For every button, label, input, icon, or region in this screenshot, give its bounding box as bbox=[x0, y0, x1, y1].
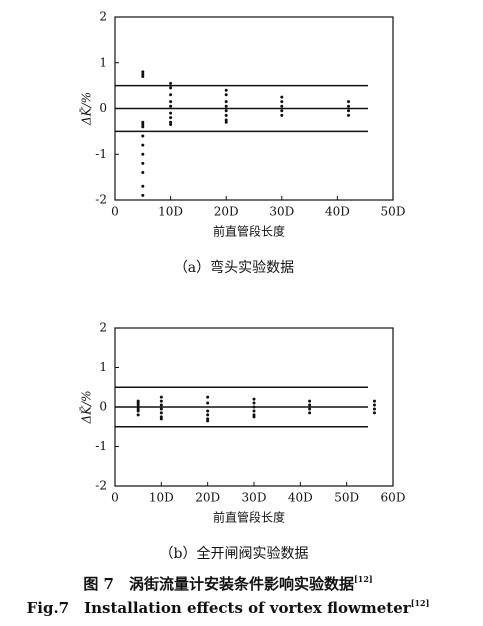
data-point bbox=[141, 171, 145, 175]
data-point bbox=[141, 70, 145, 74]
data-point bbox=[280, 109, 284, 113]
x-axis-label: 前直管段长度 bbox=[213, 510, 285, 525]
data-point bbox=[224, 100, 228, 104]
caption-en: Fig.7 Installation effects of vortex flo… bbox=[27, 598, 430, 617]
y-tick-label: 2 bbox=[99, 321, 107, 335]
data-point bbox=[159, 403, 163, 407]
data-point bbox=[159, 395, 163, 399]
data-point bbox=[159, 411, 163, 415]
data-point bbox=[169, 120, 173, 124]
data-point bbox=[141, 134, 145, 138]
data-point bbox=[224, 113, 228, 117]
x-tick-label: 10D bbox=[158, 205, 183, 219]
data-point bbox=[224, 120, 228, 124]
subtitle: （b）全开闸阀实验数据 bbox=[160, 545, 309, 562]
data-point bbox=[308, 403, 312, 407]
data-point bbox=[136, 409, 140, 413]
y-tick-label: -2 bbox=[95, 193, 107, 207]
data-point bbox=[308, 411, 312, 415]
x-tick-label: 40D bbox=[325, 205, 350, 219]
data-point bbox=[224, 88, 228, 92]
data-point bbox=[280, 113, 284, 117]
y-tick-label: 1 bbox=[99, 360, 107, 374]
data-point bbox=[141, 184, 145, 188]
x-tick-label: 20D bbox=[195, 491, 220, 505]
data-point bbox=[141, 143, 145, 147]
data-point bbox=[141, 123, 145, 127]
x-tick-label: 30D bbox=[242, 491, 267, 505]
data-point bbox=[169, 104, 173, 108]
data-point bbox=[252, 405, 256, 409]
x-axis-label: 前直管段长度 bbox=[213, 224, 285, 239]
x-tick-label: 50D bbox=[381, 205, 406, 219]
y-axis-label: ΔK̄/% bbox=[78, 92, 93, 126]
subtitle: （a）弯头实验数据 bbox=[174, 259, 294, 276]
data-point bbox=[141, 120, 145, 124]
y-tick-label: -1 bbox=[95, 439, 107, 453]
data-point bbox=[141, 152, 145, 156]
y-tick-label: 2 bbox=[99, 10, 107, 24]
data-point bbox=[252, 409, 256, 413]
data-point bbox=[206, 419, 210, 423]
data-point bbox=[308, 407, 312, 411]
data-point bbox=[347, 113, 351, 117]
y-tick-label: 0 bbox=[99, 400, 107, 414]
data-point bbox=[280, 104, 284, 108]
data-point bbox=[169, 111, 173, 115]
data-point bbox=[141, 125, 145, 129]
x-tick-label: 60D bbox=[381, 491, 406, 505]
data-point bbox=[169, 86, 173, 90]
x-tick-label: 10D bbox=[149, 491, 174, 505]
data-point bbox=[224, 93, 228, 97]
data-point bbox=[159, 407, 163, 411]
y-tick-label: 0 bbox=[99, 101, 107, 115]
caption-zh: 图 7 涡街流量计安装条件影响实验数据[12] bbox=[83, 574, 372, 593]
data-point bbox=[224, 104, 228, 108]
data-point bbox=[308, 399, 312, 403]
data-point bbox=[206, 395, 210, 399]
data-point bbox=[169, 123, 173, 127]
data-point bbox=[169, 100, 173, 104]
data-point bbox=[372, 399, 376, 403]
data-point bbox=[252, 397, 256, 401]
data-point bbox=[347, 104, 351, 108]
y-tick-label: -2 bbox=[95, 479, 107, 493]
data-point bbox=[252, 415, 256, 419]
data-point bbox=[136, 413, 140, 417]
y-tick-label: -1 bbox=[95, 147, 107, 161]
data-point bbox=[159, 399, 163, 403]
y-axis-label: ΔK̄/% bbox=[78, 390, 93, 424]
data-point bbox=[372, 407, 376, 411]
data-point bbox=[141, 193, 145, 197]
data-point bbox=[280, 95, 284, 99]
data-point bbox=[159, 417, 163, 421]
data-point bbox=[141, 161, 145, 165]
data-point bbox=[347, 100, 351, 104]
data-point bbox=[224, 109, 228, 113]
data-point bbox=[169, 81, 173, 85]
data-point bbox=[206, 413, 210, 417]
data-point bbox=[141, 74, 145, 78]
x-tick-label: 40D bbox=[288, 491, 313, 505]
data-point bbox=[206, 401, 210, 405]
data-point bbox=[372, 411, 376, 415]
x-tick-label: 0 bbox=[111, 491, 119, 505]
x-tick-label: 20D bbox=[214, 205, 239, 219]
data-point bbox=[206, 409, 210, 413]
data-point bbox=[169, 93, 173, 97]
data-point bbox=[169, 116, 173, 120]
data-point bbox=[280, 100, 284, 104]
data-point bbox=[252, 401, 256, 405]
data-point bbox=[372, 403, 376, 407]
x-tick-label: 0 bbox=[111, 205, 119, 219]
data-point bbox=[224, 118, 228, 122]
x-tick-label: 30D bbox=[269, 205, 294, 219]
data-point bbox=[347, 109, 351, 113]
y-tick-label: 1 bbox=[99, 55, 107, 69]
x-tick-label: 50D bbox=[334, 491, 359, 505]
data-point bbox=[141, 72, 145, 76]
